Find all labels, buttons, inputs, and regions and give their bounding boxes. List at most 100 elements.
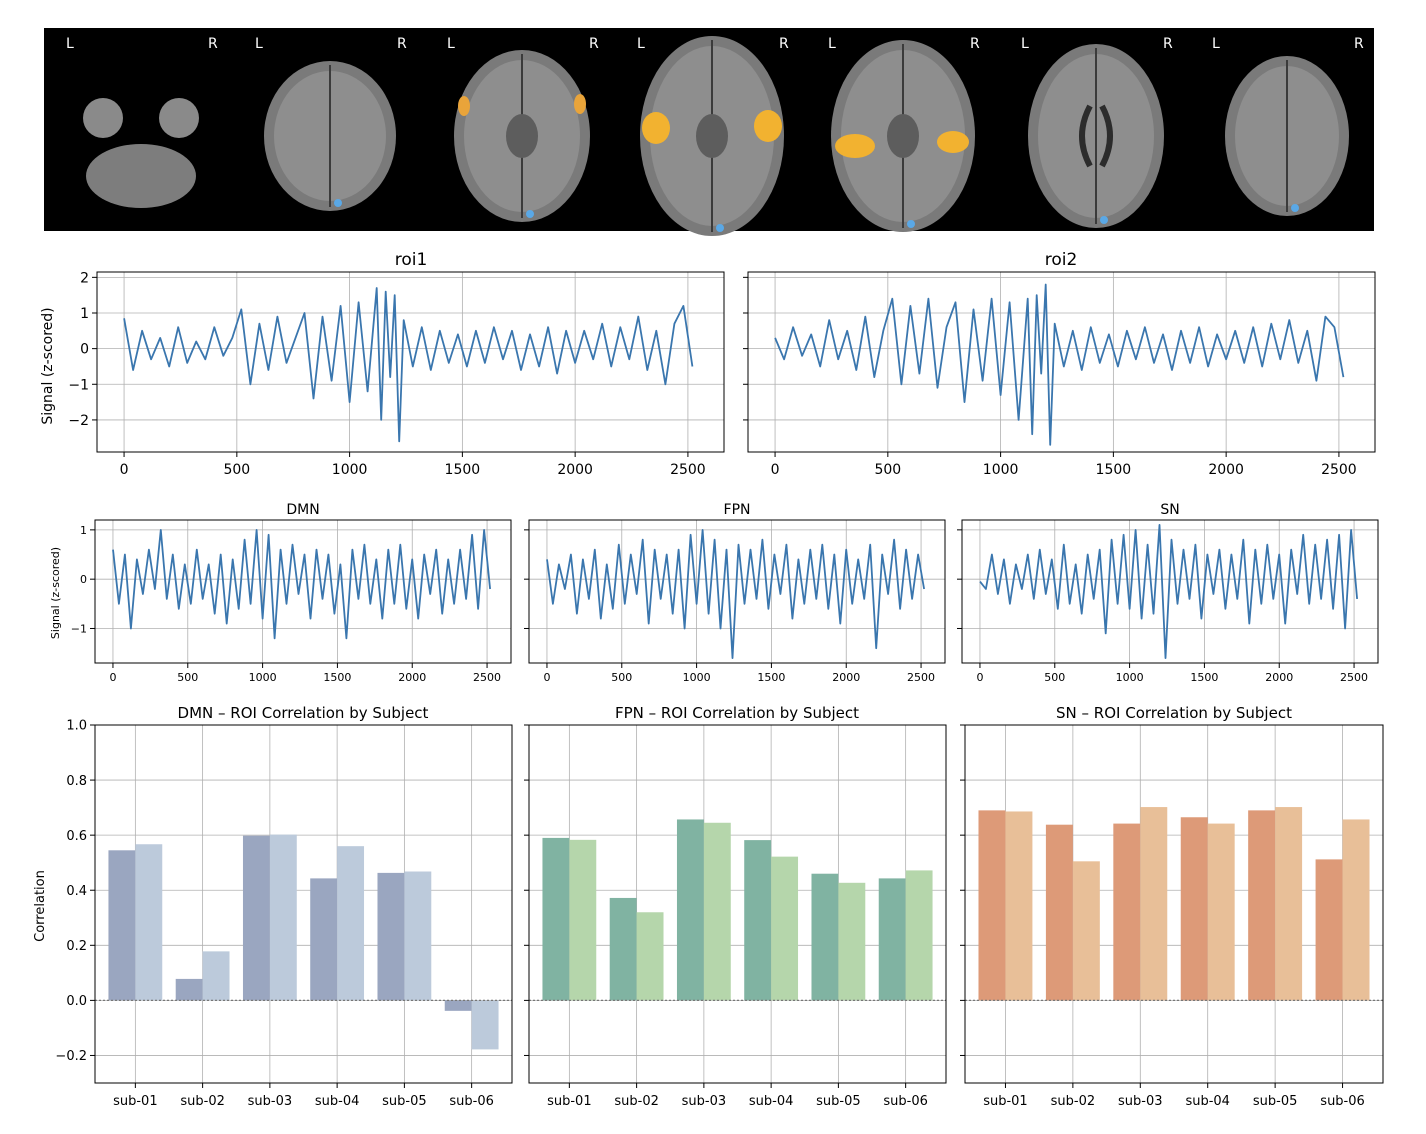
- y-tick-label: 1: [80, 306, 89, 322]
- x-tick-label: 2000: [1265, 671, 1293, 684]
- dmn_ts-signal-line: [112, 529, 491, 640]
- x-tick-label: 2000: [557, 462, 593, 478]
- x-tick-label: sub-06: [1320, 1094, 1365, 1109]
- right-orientation-label: R: [779, 36, 789, 52]
- x-tick-label: 500: [611, 671, 632, 684]
- correlation-y-axis-label: Correlation: [33, 870, 48, 942]
- sn_bar-chart: sub-01 sub-02 sub-03 sub-04 sub-05 sub-06: [960, 724, 1384, 1109]
- bar-sub-05-series-2: [838, 882, 866, 1001]
- x-tick-label: 500: [874, 462, 901, 478]
- y-tick-label: 1: [80, 524, 87, 537]
- left-orientation-label: L: [255, 36, 263, 52]
- x-tick-label: sub-01: [983, 1094, 1028, 1109]
- roi1-chart: 0 500 1000 1500 2000 2500 −2 −1 0 1 2: [68, 270, 725, 478]
- x-tick-label: 1000: [249, 671, 277, 684]
- bar-sub-01-series-1: [542, 837, 570, 1001]
- activation-blob: [526, 210, 534, 218]
- x-tick-label: 1500: [445, 462, 481, 478]
- bar-sub-06-series-2: [1342, 819, 1370, 1001]
- x-tick-label: sub-03: [1118, 1094, 1163, 1109]
- y-tick-label: 0.0: [66, 994, 87, 1009]
- left-orientation-label: L: [1021, 36, 1029, 52]
- bar-sub-05-series-1: [377, 872, 405, 1001]
- roi2-signal-line: [774, 283, 1345, 446]
- x-tick-label: 2000: [832, 671, 860, 684]
- activation-blob: [458, 96, 470, 116]
- bar-sub-02-series-2: [202, 951, 230, 1001]
- right-orientation-label: R: [589, 36, 599, 52]
- x-tick-label: sub-01: [113, 1094, 158, 1109]
- sn_ts-chart: 0 500 1000 1500 2000 2500: [957, 519, 1379, 684]
- bar-sub-03-series-2: [1140, 807, 1168, 1001]
- plot-frame: [964, 724, 1384, 1084]
- x-tick-label: sub-01: [547, 1094, 592, 1109]
- activation-blob: [754, 110, 782, 142]
- roi1-signal-line: [123, 287, 694, 443]
- activation-blob: [716, 224, 724, 232]
- plot-frame: [528, 519, 946, 664]
- x-tick-label: sub-02: [614, 1094, 659, 1109]
- bar-sub-01-series-2: [135, 844, 163, 1001]
- left-orientation-label: L: [828, 36, 836, 52]
- deep-structure-shape: [696, 114, 728, 158]
- fpn_ts-signal-line: [546, 529, 925, 659]
- y-tick-label: 0.2: [66, 939, 87, 954]
- x-tick-label: 0: [120, 462, 129, 478]
- activation-blob: [835, 134, 875, 158]
- x-tick-label: 1500: [323, 671, 351, 684]
- plot-frame: [747, 271, 1376, 453]
- plot-frame: [961, 519, 1379, 664]
- roi2-chart-title: roi2: [1045, 250, 1078, 270]
- bar-sub-03-series-2: [703, 822, 731, 1001]
- x-tick-label: 500: [1044, 671, 1065, 684]
- x-tick-label: 2500: [670, 462, 706, 478]
- bar-sub-06-series-2: [905, 870, 933, 1001]
- bar-sub-04-series-1: [1180, 817, 1208, 1001]
- bar-sub-06-series-2: [471, 1000, 499, 1050]
- bar-sub-06-series-1: [1315, 859, 1343, 1001]
- sn-timeseries-title: SN: [1160, 502, 1179, 518]
- y-tick-label: −0.2: [55, 1049, 87, 1064]
- bar-sub-04-series-2: [337, 846, 365, 1001]
- x-tick-label: 2500: [473, 671, 501, 684]
- x-tick-label: sub-02: [1051, 1094, 1096, 1109]
- y-tick-label: 0.4: [66, 884, 87, 899]
- x-tick-label: 0: [109, 671, 116, 684]
- plot-frame: [94, 724, 513, 1084]
- activation-blob: [334, 199, 342, 207]
- x-tick-label: 1000: [683, 671, 711, 684]
- x-tick-label: sub-04: [315, 1094, 360, 1109]
- sn_ts-signal-line: [979, 524, 1358, 659]
- bar-sub-01-series-1: [108, 850, 136, 1001]
- bar-sub-02-series-1: [609, 897, 637, 1001]
- x-tick-label: sub-06: [883, 1094, 928, 1109]
- activation-blob: [1291, 204, 1299, 212]
- sn-bar-chart-title: SN – ROI Correlation by Subject: [1056, 704, 1292, 722]
- bar-sub-03-series-1: [676, 819, 704, 1001]
- bar-sub-02-series-1: [1045, 824, 1073, 1001]
- y-tick-label: 1.0: [66, 719, 87, 734]
- x-tick-label: sub-03: [682, 1094, 727, 1109]
- x-tick-label: 1000: [983, 462, 1019, 478]
- y-tick-label: −1: [71, 622, 87, 635]
- x-tick-label: 0: [976, 671, 983, 684]
- y-tick-label: −2: [68, 413, 89, 429]
- x-tick-label: 0: [543, 671, 550, 684]
- left-orientation-label: L: [66, 36, 74, 52]
- x-tick-label: 2000: [398, 671, 426, 684]
- bar-sub-05-series-1: [1248, 810, 1276, 1001]
- bar-sub-01-series-1: [978, 810, 1006, 1001]
- x-tick-label: sub-05: [1253, 1094, 1298, 1109]
- x-tick-label: 2500: [1321, 462, 1357, 478]
- left-orientation-label: L: [1212, 36, 1220, 52]
- bar-sub-03-series-2: [269, 834, 297, 1001]
- bar-sub-02-series-2: [636, 912, 664, 1001]
- x-tick-label: 1000: [1116, 671, 1144, 684]
- deep-structure-shape: [887, 114, 919, 158]
- x-tick-label: 2000: [1208, 462, 1244, 478]
- left-orientation-label: L: [637, 36, 645, 52]
